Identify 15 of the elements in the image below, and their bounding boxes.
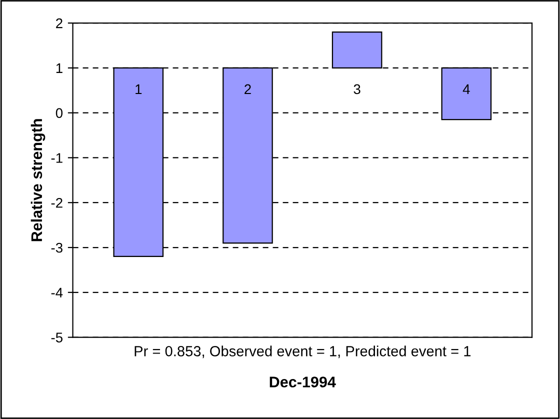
y-tick-label: 0	[56, 108, 63, 118]
x-tick-label: 4	[462, 84, 470, 94]
y-axis-title: Relative strength	[30, 119, 46, 242]
x-tick-label: 3	[354, 84, 360, 94]
text: Pr = 0.853, Observed event = 1, Predicted event = 1	[134, 346, 471, 358]
y-tick-label: -3	[51, 242, 62, 253]
x-tick-label: 2	[244, 84, 251, 94]
y-tick-label: 1	[56, 63, 62, 73]
y-tick-label: -5	[51, 332, 62, 342]
x-tick-label: 1	[136, 84, 142, 94]
y-tick-label: -4	[51, 288, 63, 298]
y-tick-label: -2	[51, 198, 62, 208]
y-tick-label: 2	[56, 18, 62, 28]
x-axis-title: Dec-1994	[270, 376, 336, 388]
y-tick-label: -1	[51, 153, 62, 163]
